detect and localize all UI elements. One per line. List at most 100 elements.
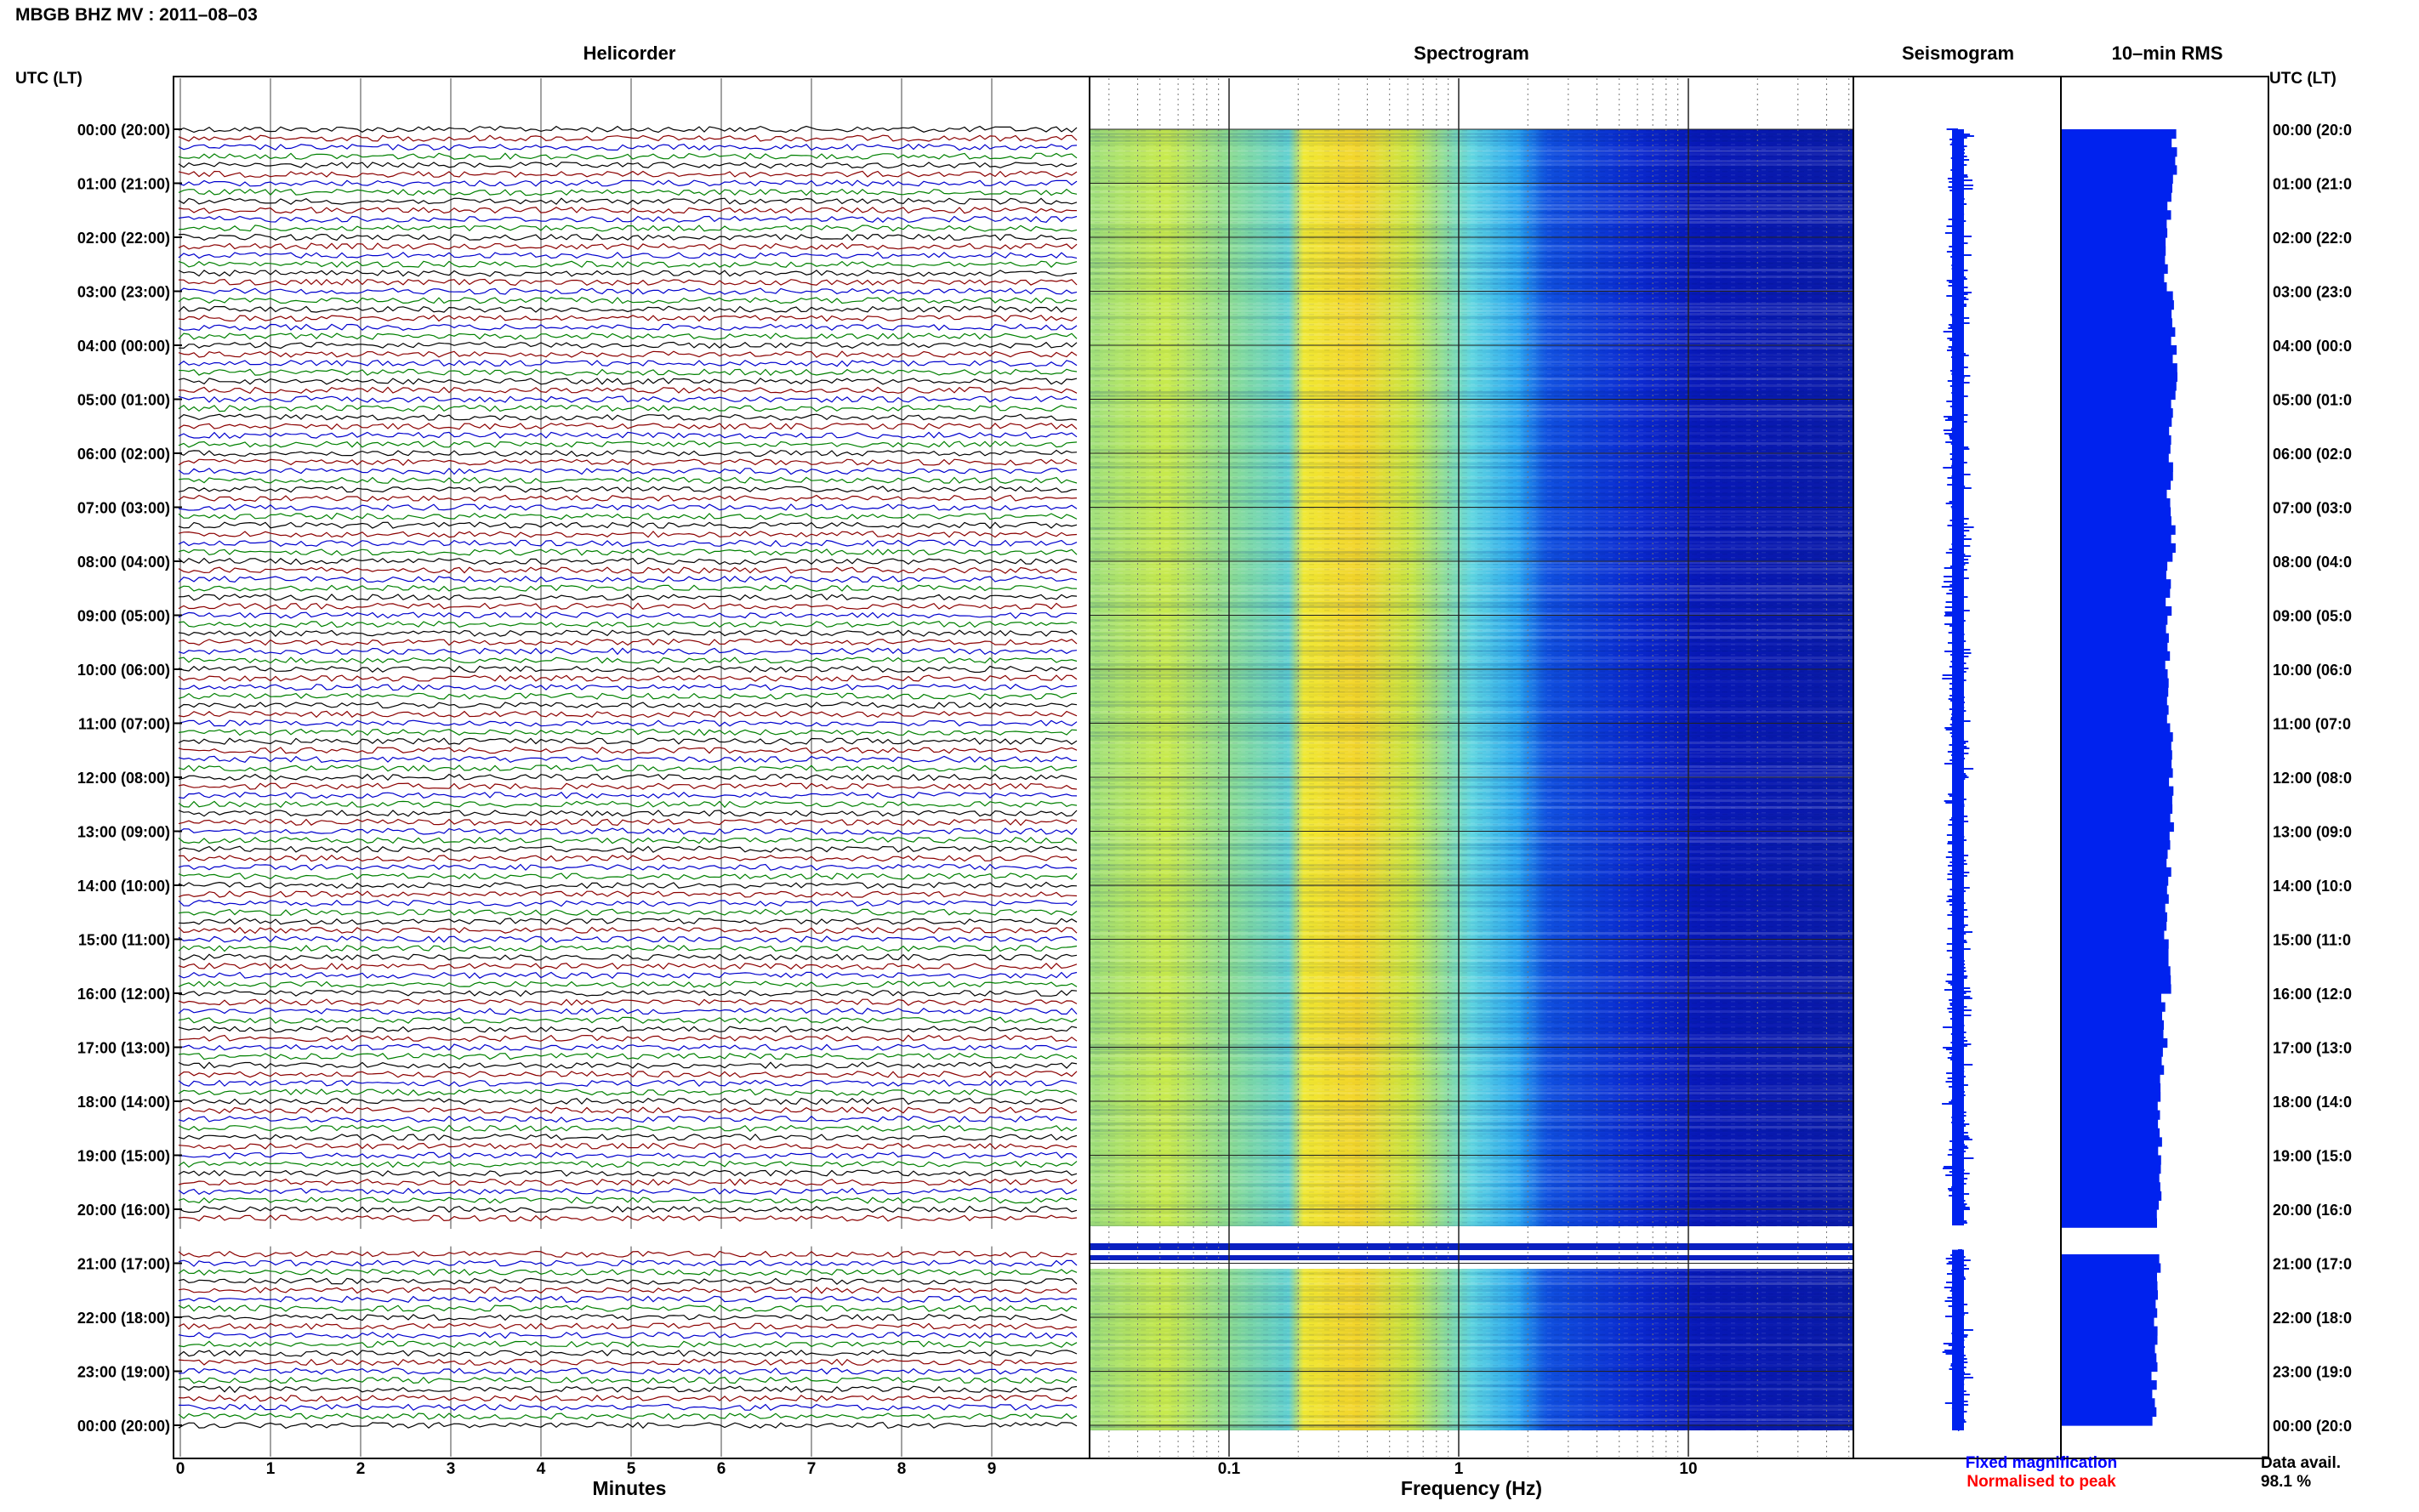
hour-label-right: 05:00 (01:0 xyxy=(2273,392,2352,409)
helicorder-trace-line xyxy=(178,855,1078,862)
spectrogram-row xyxy=(1090,1082,1853,1084)
spectrogram-row xyxy=(1090,561,1853,564)
rms-bar xyxy=(2062,552,2173,562)
minute-tick-label: 8 xyxy=(897,1460,907,1478)
helicorder-trace-line xyxy=(178,945,1078,952)
spectrogram-row xyxy=(1090,537,1853,540)
rms-bar xyxy=(2062,705,2169,715)
rms-bar xyxy=(2062,255,2166,265)
spectrogram-row xyxy=(1090,395,1853,397)
hour-label: 02:00 (22:00) xyxy=(77,230,170,247)
hour-label-right: 08:00 (04:0 xyxy=(2273,554,2352,571)
spectrogram-row xyxy=(1090,527,1853,530)
rms-title: 10–min RMS xyxy=(2112,43,2223,64)
spectrogram-row xyxy=(1090,1303,1853,1305)
spectrogram-row xyxy=(1090,1126,1853,1128)
helicorder-trace-line xyxy=(178,818,1078,827)
left-axis-label: UTC (LT) xyxy=(15,70,83,88)
spectrogram-row xyxy=(1090,1119,1853,1122)
helicorder-trace-line xyxy=(178,197,1078,205)
spectrogram-row xyxy=(1090,633,1853,635)
rms-bar xyxy=(2062,777,2170,787)
helicorder-trace-line xyxy=(178,423,1078,430)
rms-bar xyxy=(2062,615,2168,625)
rms-bar xyxy=(2062,516,2171,526)
spectrogram-row xyxy=(1090,929,1853,931)
rms-bar xyxy=(2062,669,2168,679)
hour-label-right: 00:00 (20:0 xyxy=(2273,122,2352,139)
hour-label-right: 16:00 (12:0 xyxy=(2273,986,2352,1003)
helicorder-trace-line xyxy=(178,647,1078,656)
hour-label: 05:00 (01:00) xyxy=(77,392,170,409)
helicorder-trace-line xyxy=(178,1016,1078,1024)
helicorder-trace-line xyxy=(178,134,1078,142)
helicorder-trace-line xyxy=(178,935,1078,943)
spectrogram-row xyxy=(1090,1089,1853,1091)
spectrogram-row xyxy=(1090,350,1853,353)
rms-bar xyxy=(2062,957,2169,967)
minute-tick-label: 4 xyxy=(537,1460,546,1478)
helicorder-trace-line xyxy=(178,1052,1078,1060)
spectrogram-row xyxy=(1090,660,1853,662)
spectrogram-row xyxy=(1090,1344,1853,1346)
helicorder-trace-line xyxy=(178,549,1078,556)
rms-bar xyxy=(2062,489,2167,499)
rms-bar xyxy=(2062,605,2172,617)
rms-bar xyxy=(2062,570,2166,580)
hour-label: 08:00 (04:00) xyxy=(77,554,170,571)
spectrogram-row xyxy=(1090,279,1853,281)
spectrogram-row xyxy=(1090,657,1853,659)
rms-bar xyxy=(2062,561,2168,571)
rms-bar xyxy=(2062,435,2171,446)
spectrogram-row xyxy=(1090,602,1853,605)
spectrogram-row xyxy=(1090,891,1853,894)
spectrogram-row xyxy=(1090,1337,1853,1339)
spectrogram-row xyxy=(1090,1092,1853,1094)
spectrogram-row xyxy=(1090,1361,1853,1363)
spectrogram-row xyxy=(1090,1194,1853,1197)
helicorder-trace-line xyxy=(178,170,1078,179)
spectrogram-row xyxy=(1090,269,1853,271)
spectrogram-row xyxy=(1090,786,1853,788)
helicorder-trace-line xyxy=(178,1106,1078,1114)
rms-bar xyxy=(2062,1416,2153,1426)
helicorder-trace-line xyxy=(178,953,1078,961)
helicorder-trace-line xyxy=(178,1295,1078,1303)
hour-label: 06:00 (02:00) xyxy=(77,446,170,463)
rms-bar xyxy=(2062,1308,2158,1318)
spectrogram-row xyxy=(1090,1034,1853,1037)
helicorder-trace-line xyxy=(179,1385,1078,1394)
spectrogram-row xyxy=(1090,837,1853,839)
rms-bar xyxy=(2062,381,2177,391)
spectrogram-row xyxy=(1090,925,1853,928)
helicorder-trace-line xyxy=(178,458,1078,466)
spectrogram-row xyxy=(1090,1310,1853,1312)
spectrogram-row xyxy=(1090,1313,1853,1316)
rms-bar xyxy=(2062,1092,2161,1102)
spectrogram-row xyxy=(1090,231,1853,234)
rms-bar xyxy=(2062,1299,2156,1310)
helicorder-trace-line xyxy=(178,1169,1078,1177)
hour-label-right: 15:00 (11:0 xyxy=(2273,932,2351,949)
spectrogram-row xyxy=(1090,1061,1853,1064)
spectrogram-row xyxy=(1090,401,1853,404)
helicorder-trace-line xyxy=(178,143,1078,151)
spectrogram-row xyxy=(1090,381,1853,384)
rms-bar xyxy=(2062,1281,2158,1291)
helicorder-trace-line xyxy=(178,1124,1078,1132)
spectrogram-gap-band xyxy=(1090,1243,1853,1250)
spectrogram-row xyxy=(1090,1044,1853,1047)
rms-bar xyxy=(2062,309,2172,319)
spectrogram-row xyxy=(1090,1398,1853,1401)
rms-bar xyxy=(2062,336,2171,346)
spectrogram-row xyxy=(1090,1204,1853,1207)
spectrogram-row xyxy=(1090,1422,1853,1424)
hour-label: 11:00 (07:00) xyxy=(78,716,170,733)
spectrogram-row xyxy=(1090,915,1853,918)
spectrogram-row xyxy=(1090,932,1853,935)
spectrogram-row xyxy=(1090,959,1853,962)
rms-bar xyxy=(2062,525,2176,535)
hour-label: 23:00 (19:00) xyxy=(77,1364,170,1381)
helicorder-trace-line xyxy=(178,989,1078,998)
spectrogram-row xyxy=(1090,1014,1853,1016)
